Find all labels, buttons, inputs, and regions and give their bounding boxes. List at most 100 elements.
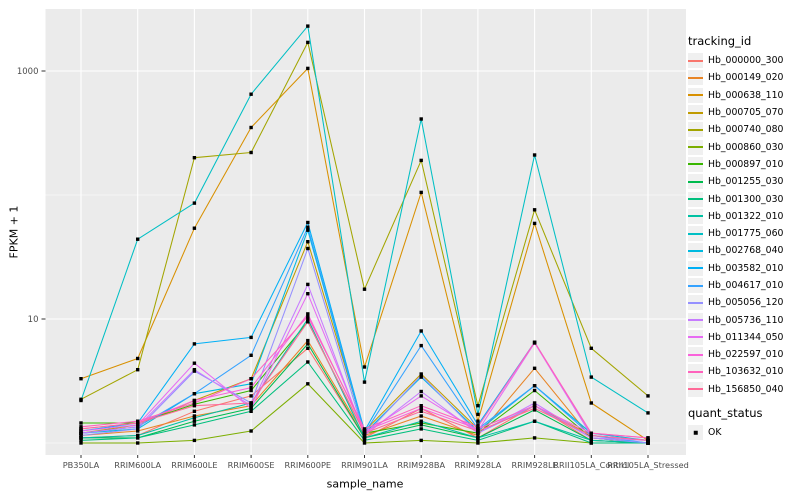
data-point	[136, 433, 140, 438]
legend-row-Hb_000149_020: Hb_000149_020	[688, 69, 800, 86]
data-point	[362, 433, 367, 438]
data-point	[306, 240, 310, 244]
legend-row-Hb_003582_010: Hb_003582_010	[688, 260, 800, 277]
data-point	[192, 423, 197, 427]
black-square-point-icon	[693, 430, 698, 435]
x-tick-label: PB350LA	[63, 460, 100, 470]
data-point	[362, 287, 367, 291]
data-point	[589, 433, 593, 438]
legend-color-line	[688, 128, 703, 131]
legend-label: Hb_000638_110	[708, 89, 784, 101]
legend-label: Hb_001322_010	[708, 210, 784, 222]
data-point	[192, 404, 197, 408]
data-point	[249, 335, 253, 340]
data-point	[306, 320, 310, 324]
data-point	[306, 282, 310, 287]
legend-key-line-icon	[688, 243, 703, 259]
legend-color-line	[688, 319, 703, 322]
legend-color-line	[688, 94, 703, 97]
data-point	[249, 125, 253, 130]
legend-label: Hb_103632_010	[708, 366, 784, 378]
legend-row-Hb_156850_040: Hb_156850_040	[688, 381, 800, 398]
data-point	[79, 433, 83, 438]
legend-title-quant-status: quant_status	[688, 405, 763, 420]
legend-key-line-icon	[688, 70, 703, 86]
data-point	[136, 368, 140, 372]
legend-label: Hb_002768_040	[708, 245, 784, 257]
x-tick-label: RRIM600LA	[114, 460, 161, 470]
data-point	[249, 409, 253, 413]
data-point	[532, 340, 537, 344]
data-point	[589, 441, 593, 445]
legend-row-Hb_000740_080: Hb_000740_080	[688, 121, 800, 138]
data-point	[419, 406, 423, 411]
data-point	[79, 431, 83, 435]
legend-color-line	[688, 301, 703, 304]
data-point	[79, 427, 83, 431]
x-axis-title: sample_name	[326, 477, 404, 491]
data-point	[306, 228, 310, 232]
legend-key-line-icon	[688, 226, 703, 242]
data-point	[419, 421, 423, 425]
legend-color-line	[688, 353, 703, 356]
data-point	[532, 366, 537, 370]
legend-key-line-icon	[688, 139, 703, 155]
legend-quant-rows: OK	[688, 424, 800, 441]
data-point	[249, 353, 253, 357]
legend-key-line-icon	[688, 278, 703, 293]
data-point	[589, 346, 593, 350]
legend-color-line	[688, 198, 703, 201]
data-point	[532, 436, 537, 440]
legend-row-Hb_005056_120: Hb_005056_120	[688, 294, 800, 311]
data-point	[249, 382, 253, 386]
legend-key-line-icon	[688, 260, 703, 276]
x-tick-label: RRII105LA_Stressed	[607, 460, 689, 470]
legend-row-Hb_002768_040: Hb_002768_040	[688, 242, 800, 259]
data-point	[532, 384, 537, 388]
data-point	[249, 92, 253, 96]
data-point	[476, 425, 480, 429]
data-point	[192, 368, 197, 372]
data-point	[589, 438, 593, 443]
data-point	[306, 382, 310, 386]
data-point	[362, 441, 367, 445]
data-point	[589, 431, 593, 435]
data-point	[646, 436, 650, 440]
data-point	[419, 423, 423, 427]
data-point	[136, 356, 140, 361]
legend-key-line-icon	[688, 156, 703, 172]
data-point	[362, 427, 367, 431]
data-point	[589, 375, 593, 379]
legend-row-Hb_000638_110: Hb_000638_110	[688, 87, 800, 104]
x-tick-label: RRIM928LE	[511, 460, 557, 470]
legend-label: Hb_011344_050	[708, 331, 784, 343]
legend-color-line	[688, 215, 703, 218]
data-point	[79, 429, 83, 433]
legend-row-Hb_001322_010: Hb_001322_010	[688, 208, 800, 225]
data-point	[532, 221, 537, 226]
legend-color-line	[688, 111, 703, 114]
x-tick-label: RRIM600LE	[171, 460, 217, 470]
legend-title-tracking-id: tracking_id	[688, 34, 752, 48]
data-point	[136, 423, 140, 427]
data-point	[306, 246, 310, 251]
legend-label: Hb_000000_300	[708, 55, 784, 67]
data-point	[589, 401, 593, 405]
data-point	[419, 190, 423, 195]
legend-row-Hb_005736_110: Hb_005736_110	[688, 311, 800, 328]
data-point	[532, 404, 537, 408]
legend-key-line-icon	[688, 312, 703, 328]
data-point	[306, 317, 310, 321]
legend-label: Hb_022597_010	[708, 349, 784, 361]
data-point	[192, 201, 197, 205]
data-point	[136, 425, 140, 429]
data-point	[192, 156, 197, 160]
data-point	[192, 342, 197, 346]
data-point	[532, 388, 537, 393]
data-point	[249, 401, 253, 405]
data-point	[79, 436, 83, 440]
data-point	[79, 438, 83, 443]
legend-label: Hb_001775_060	[708, 228, 784, 240]
data-point	[192, 401, 197, 405]
